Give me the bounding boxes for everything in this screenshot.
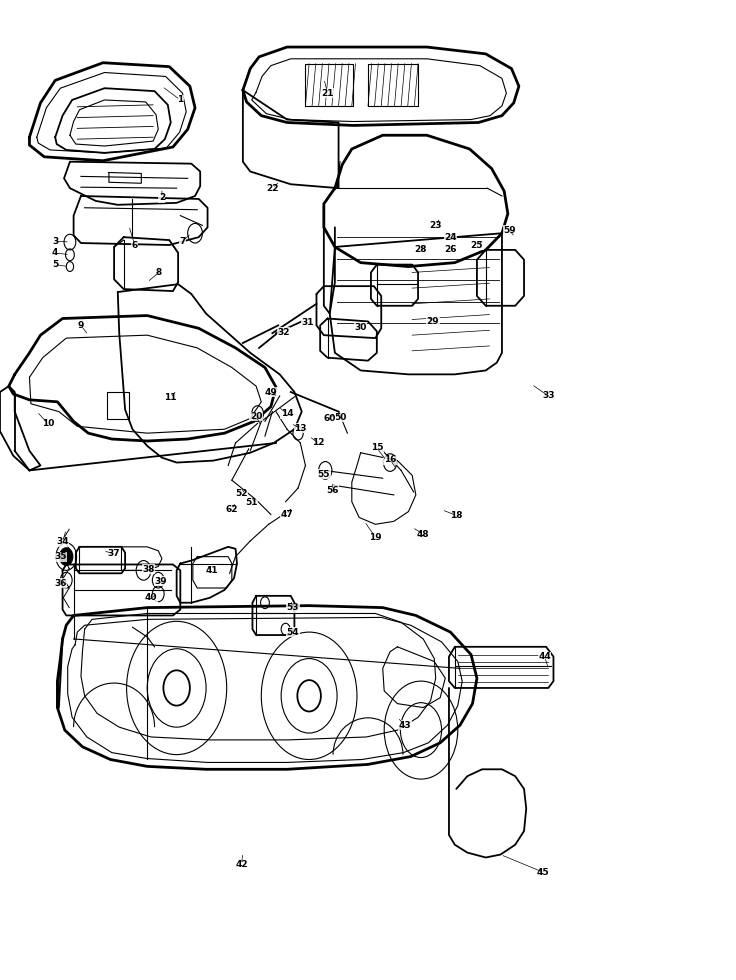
Text: 32: 32 [277, 327, 289, 337]
Text: 14: 14 [280, 409, 294, 418]
Text: 21: 21 [322, 88, 333, 98]
Text: 39: 39 [154, 576, 167, 586]
Text: 33: 33 [542, 391, 554, 401]
Text: 22: 22 [266, 183, 278, 193]
Text: 2: 2 [159, 193, 165, 203]
Text: 40: 40 [145, 593, 157, 603]
Text: 50: 50 [334, 413, 346, 422]
Circle shape [60, 548, 73, 565]
Text: 55: 55 [318, 469, 330, 479]
Text: 43: 43 [398, 720, 411, 730]
Text: 5: 5 [52, 260, 58, 270]
Text: 6: 6 [132, 240, 138, 250]
Text: 44: 44 [538, 652, 551, 662]
Text: 25: 25 [471, 240, 483, 250]
Text: 48: 48 [417, 529, 430, 539]
Text: 26: 26 [445, 245, 456, 255]
Text: 20: 20 [250, 412, 262, 421]
Text: 49: 49 [264, 387, 277, 397]
Text: 59: 59 [503, 225, 516, 235]
Text: 4: 4 [52, 248, 58, 258]
Text: 16: 16 [384, 455, 396, 465]
Text: 3: 3 [52, 236, 58, 246]
Text: 1: 1 [177, 95, 183, 105]
Text: 60: 60 [324, 414, 336, 423]
Text: 23: 23 [430, 220, 442, 230]
Text: 29: 29 [426, 317, 439, 326]
Text: 7: 7 [180, 236, 185, 246]
Text: 35: 35 [54, 552, 66, 562]
Text: 28: 28 [415, 245, 427, 255]
Text: 12: 12 [312, 438, 324, 448]
Text: 42: 42 [235, 859, 248, 869]
Text: 8: 8 [156, 268, 162, 277]
Text: 45: 45 [537, 867, 550, 877]
Text: 18: 18 [450, 511, 462, 520]
Text: 9: 9 [78, 320, 84, 330]
Text: 41: 41 [205, 565, 219, 575]
Text: 54: 54 [286, 627, 300, 637]
Text: 38: 38 [143, 564, 155, 574]
Text: 30: 30 [355, 322, 367, 332]
Text: 52: 52 [236, 489, 247, 499]
Text: 13: 13 [294, 423, 306, 433]
Text: 10: 10 [42, 418, 54, 428]
Text: 37: 37 [107, 549, 121, 559]
Text: 11: 11 [165, 393, 177, 403]
Text: 24: 24 [444, 232, 457, 242]
Text: 36: 36 [54, 578, 66, 588]
Text: 51: 51 [246, 498, 258, 508]
Text: 62: 62 [226, 505, 238, 514]
Text: 34: 34 [56, 537, 69, 547]
Text: 53: 53 [287, 603, 299, 612]
Text: 56: 56 [327, 485, 339, 495]
Text: 47: 47 [280, 510, 294, 519]
Text: 15: 15 [371, 443, 383, 453]
Text: 31: 31 [302, 318, 314, 327]
Text: 19: 19 [369, 532, 382, 542]
